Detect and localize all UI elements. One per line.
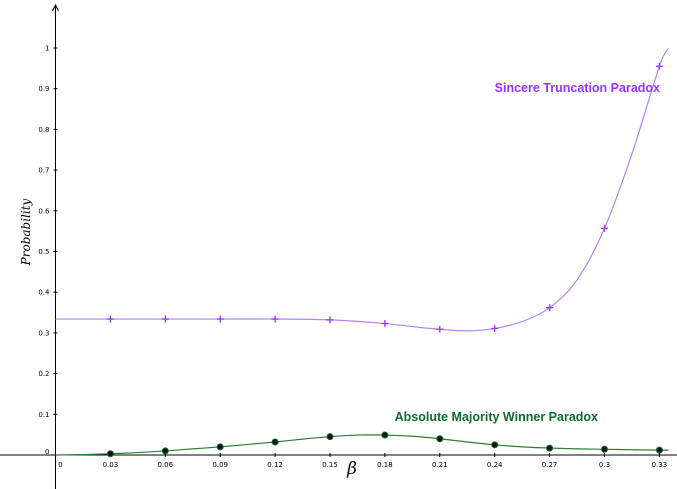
data-point-dot [106, 450, 114, 458]
x-tick-label: 0.18 [377, 461, 393, 469]
data-point-plus [161, 315, 169, 323]
data-point-dot [381, 431, 389, 439]
data-point-plus [381, 320, 389, 328]
y-tick-label: 0.3 [38, 329, 49, 337]
x-axis-label: β [346, 459, 357, 479]
data-point-dot [326, 433, 334, 441]
data-point-dot [546, 444, 554, 452]
data-point-plus [655, 62, 663, 70]
y-axis-label: Probability [19, 198, 33, 266]
data-point-dot [161, 447, 169, 455]
data-point-plus [326, 316, 334, 324]
data-point-plus [106, 315, 114, 323]
data-point-dot [601, 445, 608, 453]
data-point-dot [216, 443, 224, 451]
y-tick-label: 0.4 [38, 289, 50, 297]
data-point-dot [436, 435, 444, 443]
x-tick-label: 0.03 [103, 461, 119, 469]
y-tick-label: 0.2 [38, 370, 49, 378]
x-tick-label: 0.3 [599, 461, 610, 469]
axes: 0 0.03 0.06 0.09 0.12 0.15 0.18 0.21 0.24 0.27 0.3… [0, 3, 677, 489]
y-tick-label: 0.7 [38, 167, 49, 175]
x-tick-label: 0.06 [158, 461, 174, 469]
y-axis-arrow [52, 3, 59, 12]
y-tick-label: 0 [45, 448, 49, 456]
data-point-plus [601, 224, 608, 232]
data-point-dot [491, 441, 499, 449]
y-tick-label: 0.8 [38, 126, 49, 134]
series-curves [55, 47, 670, 456]
y-tick-label: 0.5 [38, 248, 49, 256]
data-point-plus [271, 315, 279, 323]
data-point-dot [655, 446, 663, 454]
series-label-0: Sincere Truncation Paradox [495, 81, 660, 95]
x-tick-label: 0.21 [432, 461, 448, 469]
x-tick-label: 0.12 [267, 461, 283, 469]
x-tick-label: 0.24 [487, 461, 503, 469]
series-curve-1 [55, 434, 669, 456]
series-label-1: Absolute Majority Winner Paradox [395, 410, 598, 424]
data-point-plus [216, 315, 224, 323]
data-point-plus [491, 324, 499, 332]
y-tick-label: 0.9 [38, 85, 49, 93]
data-point-plus [436, 325, 444, 333]
y-tick-label: 1 [45, 45, 49, 53]
data-point-dot [271, 438, 279, 446]
x-tick-label: 0.33 [652, 461, 668, 469]
series-markers [106, 62, 663, 458]
x-tick-label: 0.15 [322, 461, 338, 469]
labels: β Probability Sincere Truncation Paradox Ab… [19, 81, 660, 479]
x-tick-label: 0.27 [542, 461, 558, 469]
x-tick-label: 0 [58, 461, 62, 469]
x-tick-label: 0.09 [212, 461, 228, 469]
y-tick-label: 0.1 [38, 411, 49, 419]
y-tick-label: 0.6 [38, 207, 50, 215]
data-point-plus [546, 304, 554, 312]
